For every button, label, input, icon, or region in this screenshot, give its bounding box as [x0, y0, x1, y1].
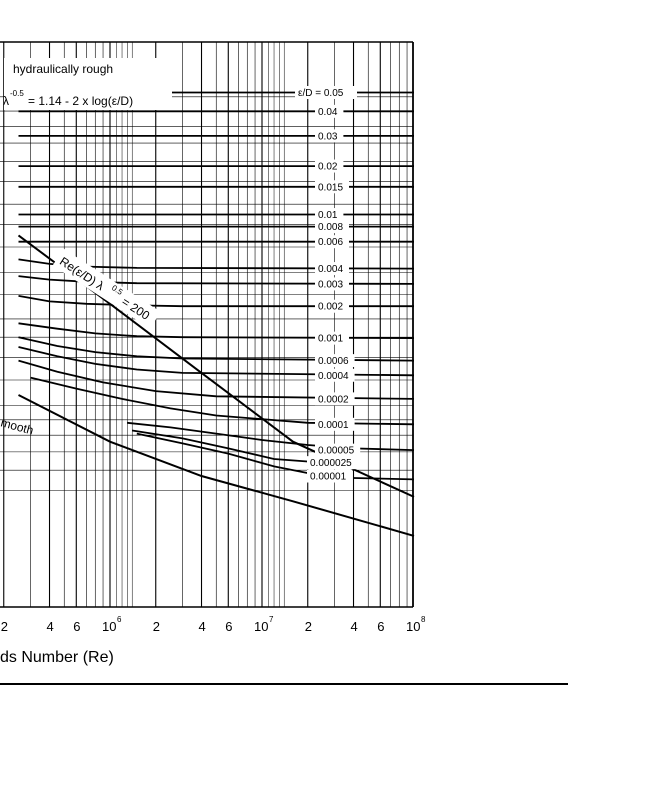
roughness-label: 0.03 [318, 131, 338, 142]
roughness-label: 0.04 [318, 107, 338, 118]
roughness-label-bg [315, 392, 355, 406]
x-tick-exponent: 7 [269, 615, 274, 624]
formula-text: = 1.14 - 2 x log(ε/D) [28, 94, 133, 108]
x-tick-label: 2 [153, 619, 160, 634]
roughness-label-bg [315, 180, 349, 194]
roughness-label: 0.006 [318, 237, 343, 248]
x-tick-label: 4 [47, 619, 54, 634]
roughness-label-bg [315, 159, 344, 173]
series-line-20 [18, 394, 415, 537]
roughness-labels: ε/D = 0.05 0.04 0.03 0.02 0.015 0.010.008 0.00… [295, 86, 361, 483]
x-tick-exponent: 8 [421, 615, 426, 624]
roughness-label: 0.004 [318, 264, 343, 275]
roughness-label: ε/D = 0.05 [298, 88, 344, 99]
series-line-17 [132, 429, 323, 464]
x-tick-label: 6 [73, 619, 80, 634]
grid-lines [0, 42, 413, 607]
roughness-label: 0.0004 [318, 371, 349, 382]
rough-label: hydraulically rough [13, 62, 113, 76]
boundary-label-bg [52, 248, 161, 329]
x-axis-title: ds Number (Re) [0, 649, 114, 666]
formula-exponent: -0.5 [10, 89, 24, 98]
roughness-label: 0.008 [318, 222, 343, 233]
x-tick-label: 10 [102, 619, 116, 634]
x-tick-exponent: 6 [117, 615, 122, 624]
roughness-label-bg [307, 469, 353, 483]
roughness-label: 0.00005 [318, 446, 355, 457]
rough-label-bg [4, 58, 172, 110]
plot-frame [0, 41, 414, 608]
chart-annotations: hydraulically rough λ -0.5 = 1.14 - 2 x … [0, 58, 172, 438]
series-line-18 [136, 432, 323, 477]
x-tick-labels: 2 4 6 10 6 2 4 6 10 7 2 4 6 10 8 [1, 615, 426, 634]
roughness-label-bg [315, 220, 349, 234]
roughness-label-bg [315, 331, 349, 345]
roughness-label: 0.000025 [310, 458, 352, 469]
x-tick-label: 4 [199, 619, 206, 634]
roughness-label-bg [315, 129, 344, 143]
x-tick-label: 4 [351, 619, 358, 634]
series-line-14 [18, 359, 415, 400]
roughness-label-bg [295, 86, 357, 99]
roughness-label: 0.002 [318, 302, 343, 313]
roughness-label-bg [315, 368, 355, 382]
x-tick-label: 2 [305, 619, 312, 634]
x-tick-label: 2 [1, 619, 8, 634]
x-tick-label: 10 [406, 619, 420, 634]
series-line-12 [18, 336, 415, 362]
series-line-13 [18, 346, 415, 377]
smooth-label: mooth [0, 415, 35, 437]
roughness-label-bg [315, 417, 355, 431]
roughness-label: 0.003 [318, 279, 343, 290]
roughness-label: 0.0002 [318, 394, 349, 405]
series-line-19 [353, 477, 415, 481]
x-tick-label: 10 [254, 619, 268, 634]
roughness-label: 0.015 [318, 182, 343, 193]
roughness-label-bg [315, 235, 349, 249]
roughness-label-bg [315, 262, 349, 276]
roughness-label: 0.001 [318, 334, 343, 345]
roughness-label-bg [315, 208, 344, 222]
roughness-label-bg [307, 456, 358, 470]
roughness-label-bg [315, 104, 344, 118]
roughness-label-bg [315, 277, 349, 291]
boundary-label: Re(ε/D) λ 0.5 = 200 [52, 248, 161, 329]
roughness-label: 0.02 [318, 162, 338, 173]
series-line-15 [30, 376, 415, 426]
roughness-label-bg [315, 354, 355, 368]
roughness-label-bg [315, 299, 349, 313]
roughness-label: 0.01 [318, 210, 338, 221]
roughness-label: 0.00001 [310, 472, 347, 483]
roughness-label: 0.0006 [318, 356, 349, 367]
series-line-11 [18, 322, 415, 339]
formula-lambda: λ [3, 94, 9, 108]
x-tick-label: 6 [225, 619, 232, 634]
x-tick-label: 6 [377, 619, 384, 634]
roughness-label: 0.0001 [318, 420, 349, 431]
roughness-label-bg [315, 443, 361, 457]
